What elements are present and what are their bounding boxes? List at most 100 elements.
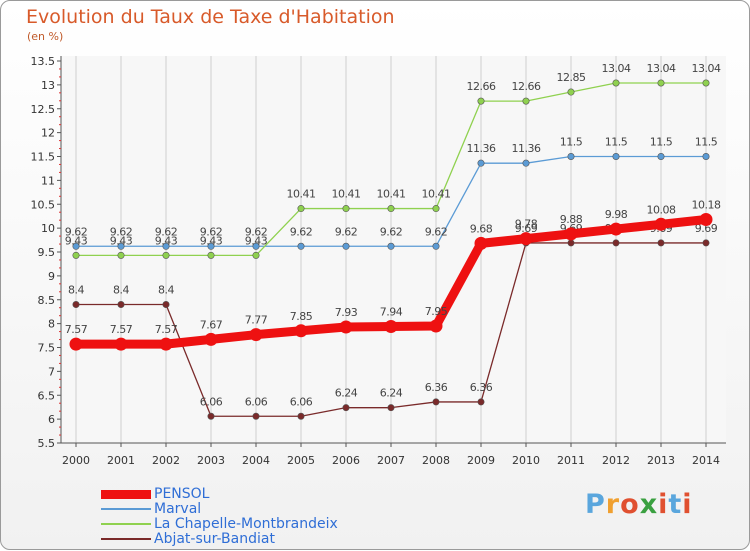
data-point <box>519 232 533 246</box>
y-tick-label: 11.5 <box>31 151 56 164</box>
data-point <box>342 205 350 213</box>
data-label: 9.43 <box>65 234 88 247</box>
data-point <box>294 324 308 338</box>
data-label: 6.06 <box>290 395 313 408</box>
data-point <box>117 251 125 259</box>
legend-label: Marval <box>154 501 202 517</box>
data-label: 9.62 <box>380 225 403 238</box>
data-label: 9.62 <box>65 225 88 238</box>
data-point <box>207 242 215 250</box>
data-label: 10.41 <box>377 188 406 201</box>
plot-area <box>61 56 726 443</box>
data-label: 7.94 <box>380 305 403 318</box>
x-tick-label: 2000 <box>62 454 90 467</box>
data-label: 10.08 <box>647 203 676 216</box>
data-point <box>657 239 665 247</box>
logo-letter: r <box>605 489 621 520</box>
legend-swatch <box>101 538 151 540</box>
x-tick-label: 2010 <box>512 454 540 467</box>
data-point <box>474 236 488 250</box>
y-tick-label: 10 <box>41 222 55 235</box>
data-point <box>342 404 350 412</box>
y-tick-label: 13 <box>41 79 55 92</box>
data-label: 6.06 <box>245 395 268 408</box>
data-label: 9.62 <box>200 225 223 238</box>
logo-letter: i <box>658 489 669 520</box>
data-point <box>699 213 713 227</box>
data-point <box>297 242 305 250</box>
data-point <box>432 205 440 213</box>
data-label: 8.4 <box>158 284 174 297</box>
data-point <box>522 159 530 167</box>
data-point <box>207 251 215 259</box>
y-tick-label: 9.5 <box>38 246 56 259</box>
data-label: 6.06 <box>200 395 223 408</box>
data-label: 6.36 <box>470 381 493 394</box>
data-point <box>609 222 623 236</box>
data-point <box>114 337 128 351</box>
data-label: 9.62 <box>290 225 313 238</box>
legend-label: Abjat-sur-Bandiat <box>154 531 275 547</box>
legend-swatch <box>101 508 151 510</box>
logo-letter: o <box>620 489 640 520</box>
data-label: 8.4 <box>113 284 129 297</box>
data-label: 13.04 <box>647 62 676 75</box>
x-tick-label: 2009 <box>467 454 495 467</box>
data-label: 10.41 <box>422 188 451 201</box>
x-tick-label: 2012 <box>602 454 630 467</box>
data-label: 12.85 <box>557 71 586 84</box>
data-point <box>162 251 170 259</box>
data-label: 9.98 <box>605 208 628 221</box>
data-point <box>162 301 170 309</box>
y-tick-label: 8.5 <box>38 294 56 307</box>
data-point <box>387 205 395 213</box>
series-la-chapelle-montbrandeix: 9.43 9.43 9.43 9.43 9.43 10.41 10.41 10.41 10.41… <box>65 62 721 259</box>
data-point <box>117 242 125 250</box>
data-label: 9.69 <box>695 222 718 235</box>
data-point <box>162 242 170 250</box>
data-label: 11.36 <box>467 142 496 155</box>
data-point <box>69 337 83 351</box>
legend-label: La Chapelle-Montbrandeix <box>154 516 338 532</box>
y-tick-label: 5.5 <box>38 437 56 450</box>
data-label: 7.93 <box>335 306 358 319</box>
data-point <box>297 412 305 420</box>
data-label: 10.41 <box>287 188 316 201</box>
data-point <box>612 239 620 247</box>
y-tick-label: 6.5 <box>38 389 56 402</box>
data-point <box>207 412 215 420</box>
y-tick-label: 7 <box>48 365 55 378</box>
data-point <box>429 319 443 333</box>
data-point <box>432 398 440 406</box>
data-label: 11.5 <box>695 136 718 149</box>
x-tick-label: 2004 <box>242 454 270 467</box>
data-label: 9.88 <box>560 213 583 226</box>
data-point <box>477 159 485 167</box>
y-tick-label: 7.5 <box>38 342 56 355</box>
x-tick-label: 2005 <box>287 454 315 467</box>
data-point <box>612 79 620 87</box>
y-tick-label: 6 <box>48 413 55 426</box>
data-point <box>252 242 260 250</box>
data-label: 11.5 <box>605 136 628 149</box>
data-label: 6.24 <box>380 387 403 400</box>
data-point <box>249 328 263 342</box>
data-point <box>72 251 80 259</box>
data-label: 6.24 <box>335 387 358 400</box>
data-label: 13.04 <box>602 62 631 75</box>
data-point <box>117 301 125 309</box>
data-point <box>567 88 575 96</box>
data-label: 9.69 <box>515 222 538 235</box>
data-point <box>522 97 530 105</box>
data-label: 7.57 <box>65 323 88 336</box>
data-point <box>432 242 440 250</box>
y-tick-label: 11 <box>41 174 55 187</box>
data-point <box>564 227 578 241</box>
data-label: 7.57 <box>155 323 178 336</box>
chart-unit: (en %) <box>27 30 64 43</box>
x-tick-label: 2006 <box>332 454 360 467</box>
x-tick-label: 2013 <box>647 454 675 467</box>
data-point <box>702 153 710 161</box>
data-label: 11.36 <box>512 142 541 155</box>
